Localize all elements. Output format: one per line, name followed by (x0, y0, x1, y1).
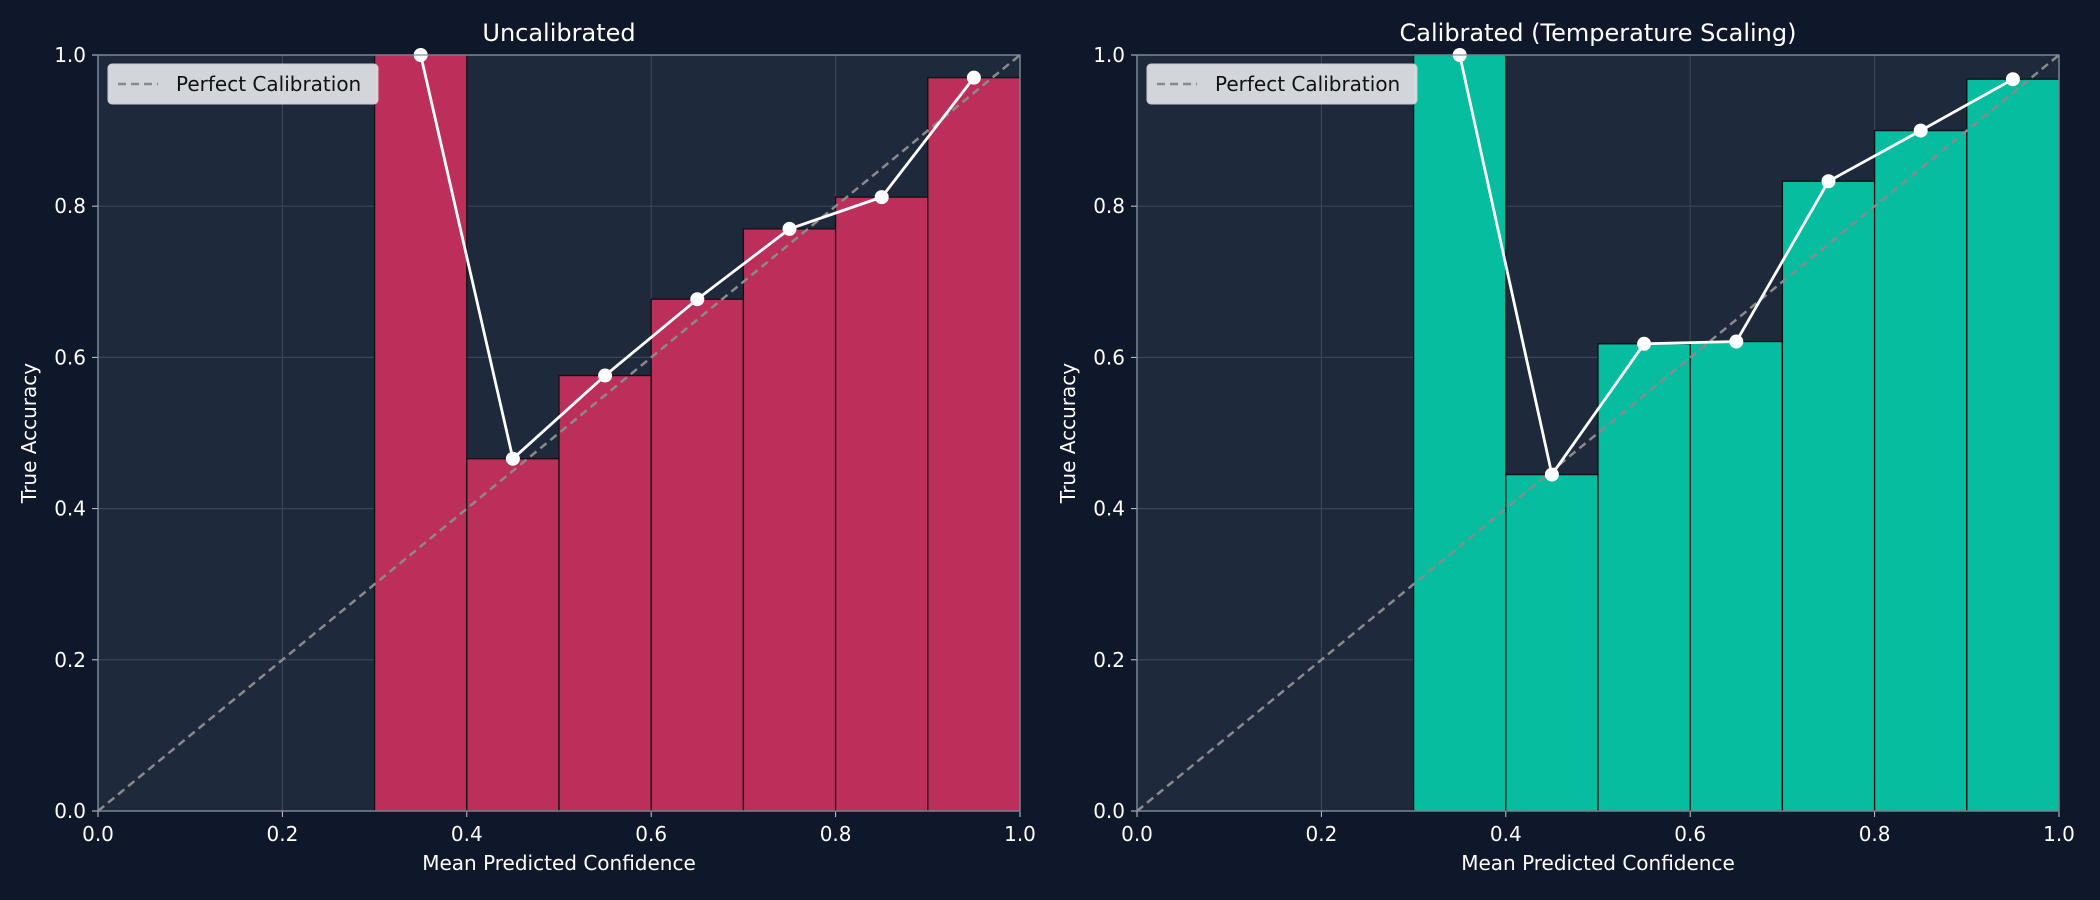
y-tick-label: 0.4 (1093, 497, 1125, 521)
y-tick-label: 0.0 (54, 799, 86, 823)
x-tick-label: 1.0 (1004, 822, 1036, 846)
accuracy-point (1913, 123, 1928, 138)
bar (1505, 473, 1599, 812)
bar (1966, 78, 2060, 812)
y-axis-label: True Accuracy (1056, 363, 1080, 504)
bar (834, 196, 929, 812)
bar (1597, 343, 1691, 812)
bar (1781, 180, 1876, 812)
bar (466, 458, 560, 812)
plot-border (1136, 54, 2060, 812)
x-tick-label: 0.0 (82, 822, 114, 846)
x-tick-label: 0.2 (1305, 822, 1337, 846)
accuracy-point (1544, 467, 1559, 482)
y-tick-label: 0.6 (54, 345, 86, 369)
y-tick-label: 0.0 (1093, 799, 1125, 823)
y-tick-label: 0.8 (1093, 194, 1125, 218)
x-tick-label: 0.6 (635, 822, 667, 846)
reference-line (1136, 54, 2060, 812)
chart-title: Uncalibrated (482, 19, 635, 47)
accuracy-point (598, 368, 613, 383)
y-tick-label: 0.4 (54, 497, 86, 521)
x-tick-label: 0.0 (1121, 822, 1153, 846)
plot-border (97, 54, 1021, 812)
y-tick-label: 1.0 (1093, 43, 1125, 67)
accuracy-point (966, 70, 981, 85)
legend-box (1146, 63, 1418, 105)
x-tick-label: 0.6 (1674, 822, 1706, 846)
x-axis-label: Mean Predicted Confidence (422, 851, 696, 875)
bar (558, 374, 652, 812)
y-tick-label: 0.6 (1093, 345, 1125, 369)
accuracy-point (874, 190, 889, 205)
x-tick-label: 1.0 (2043, 822, 2075, 846)
accuracy-point (505, 451, 520, 466)
bar (1689, 340, 1784, 812)
bar (1412, 54, 1507, 812)
x-tick-label: 0.4 (451, 822, 483, 846)
x-tick-label: 0.8 (820, 822, 852, 846)
y-tick-label: 1.0 (54, 43, 86, 67)
x-tick-label: 0.2 (266, 822, 298, 846)
bar (373, 54, 468, 812)
x-tick-label: 0.8 (1859, 822, 1891, 846)
x-axis-label: Mean Predicted Confidence (1461, 851, 1735, 875)
chart-title: Calibrated (Temperature Scaling) (1400, 19, 1797, 47)
bar (742, 228, 837, 812)
bar (650, 298, 745, 812)
legend-box (107, 63, 379, 105)
legend-label: Perfect Calibration (176, 72, 361, 96)
bar (927, 77, 1021, 812)
bar (1873, 129, 1968, 812)
accuracy-point (1637, 336, 1652, 351)
accuracy-point (2005, 72, 2020, 87)
accuracy-point (782, 221, 797, 236)
accuracy-point (690, 292, 705, 307)
y-tick-label: 0.8 (54, 194, 86, 218)
y-tick-label: 0.2 (54, 648, 86, 672)
accuracy-point (1729, 334, 1744, 349)
reference-line (97, 54, 1021, 812)
legend-label: Perfect Calibration (1215, 72, 1400, 96)
y-axis-label: True Accuracy (17, 363, 41, 504)
accuracy-point (1821, 174, 1836, 189)
y-tick-label: 0.2 (1093, 648, 1125, 672)
x-tick-label: 0.4 (1490, 822, 1522, 846)
